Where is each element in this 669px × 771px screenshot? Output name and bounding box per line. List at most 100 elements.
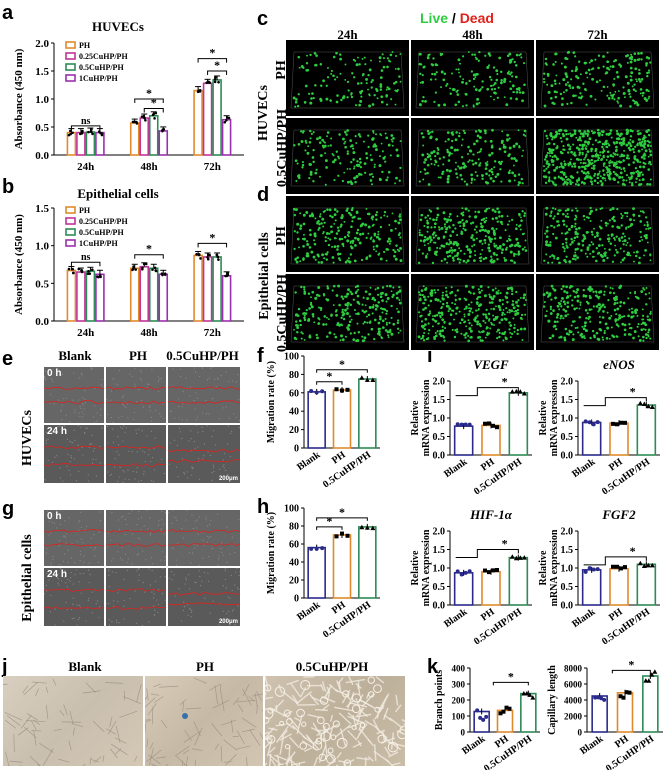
data-point: [207, 253, 210, 256]
data-point: [611, 422, 615, 426]
data-point: [214, 76, 217, 79]
data-point: [456, 422, 460, 426]
legend-label: PH: [79, 206, 91, 215]
data-point: [226, 116, 229, 119]
data-point: [145, 263, 148, 266]
significance-label: *: [326, 369, 332, 383]
bar: [77, 133, 85, 155]
significance-bracket: *: [584, 385, 647, 406]
data-point: [144, 119, 147, 122]
data-point: [487, 421, 491, 425]
significance-label: *: [508, 669, 514, 683]
y-tick-label: 1.5: [561, 545, 574, 556]
legend-label: 1CuHP/PH: [79, 74, 118, 83]
y-tick-label: 80: [289, 522, 299, 533]
significance-label: *: [209, 46, 215, 60]
y-axis-label: mRNA expression: [421, 379, 432, 456]
scratch-image: 24 h: [44, 568, 104, 626]
x-tick-label: Blank: [295, 599, 323, 623]
data-point: [468, 569, 472, 573]
data-point: [320, 546, 324, 550]
chart-title: HUVECs: [92, 19, 144, 34]
bar: [86, 132, 94, 155]
data-point: [619, 421, 623, 425]
data-point: [161, 274, 164, 277]
live-dead-image: [411, 196, 534, 272]
bar: [204, 257, 212, 321]
live-dead-image: [286, 274, 409, 350]
significance-label: *: [630, 544, 636, 558]
y-axis-label: Relative: [410, 550, 421, 586]
data-point: [483, 569, 487, 573]
group-label-huvecs-c: HUVECs: [256, 63, 272, 163]
significance-label: *: [326, 514, 332, 528]
bar: [213, 257, 221, 321]
data-point: [475, 708, 479, 712]
significance-bracket: *: [198, 46, 227, 63]
y-tick-label: 4000: [564, 696, 583, 706]
tube-formation-image-cuhp: [265, 676, 405, 766]
data-point: [197, 90, 200, 93]
y-tick-label: 0: [294, 594, 299, 605]
data-point: [483, 422, 487, 426]
y-tick-label: 0: [578, 728, 583, 738]
data-point: [320, 389, 324, 393]
y-tick-label: 2.0: [561, 527, 574, 538]
bar: [194, 255, 202, 321]
chart-title: eNOS: [603, 357, 635, 372]
data-point: [346, 534, 350, 538]
data-point: [217, 258, 220, 261]
time-label: 24 h: [47, 426, 67, 437]
legend-label: 0.25CuHP/PH: [79, 217, 128, 226]
bar: [455, 426, 473, 455]
bar: [150, 116, 158, 155]
data-point: [484, 715, 488, 719]
live-label: Live: [420, 10, 448, 26]
bar: [140, 118, 148, 155]
y-tick-label: 40: [289, 407, 299, 418]
x-tick-label: 48h: [140, 327, 157, 339]
live-dead-image: [536, 40, 659, 116]
y-axis-label: Migration rate (%): [266, 361, 277, 443]
legend-swatch: [66, 229, 75, 235]
data-point: [69, 133, 72, 136]
legend-label: 1CuHP/PH: [79, 239, 118, 248]
legend-label: PH: [79, 41, 91, 50]
live-dead-image: [536, 118, 659, 194]
y-tick-label: 2000: [564, 712, 583, 722]
significance-bracket: *: [208, 58, 227, 75]
e-col-ph: PH: [108, 348, 168, 364]
panel-label-c: c: [257, 8, 268, 31]
y-tick-label: 0.5: [35, 278, 49, 290]
data-point: [143, 115, 146, 118]
j-col-blank: Blank: [55, 659, 115, 675]
data-point: [495, 425, 499, 429]
tube-formation-image-blank: [3, 676, 143, 766]
data-point: [481, 718, 485, 722]
bar: [213, 80, 221, 155]
panel-label-e: e: [2, 348, 13, 371]
data-point: [346, 388, 350, 392]
data-point: [464, 571, 468, 575]
y-tick-label: 8000: [564, 664, 583, 674]
data-point: [141, 267, 144, 270]
data-point: [79, 133, 82, 136]
x-tick-label: Blank: [442, 606, 470, 630]
data-point: [309, 547, 313, 551]
panel-label-d: d: [257, 184, 269, 207]
bar: [194, 91, 202, 155]
y-axis-label: Relative: [538, 550, 549, 586]
data-point: [81, 269, 84, 272]
bar: [334, 535, 351, 598]
live-dead-image: [411, 118, 534, 194]
significance-bracket: *: [198, 230, 227, 247]
y-tick-label: 60: [289, 388, 299, 399]
x-tick-label: Blank: [295, 449, 323, 473]
